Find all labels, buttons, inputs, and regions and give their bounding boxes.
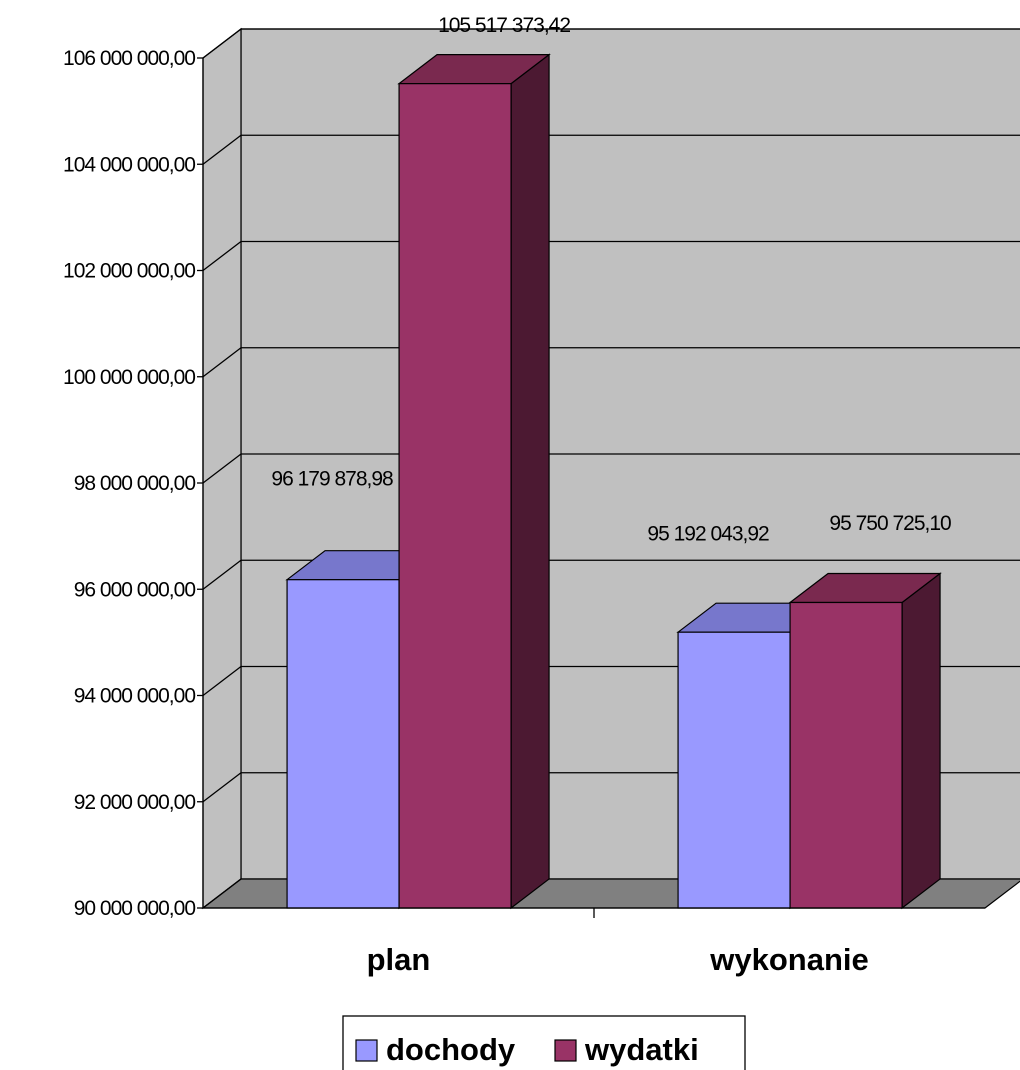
legend-swatch-wydatki <box>554 1039 577 1062</box>
gridline-side <box>202 28 242 59</box>
y-tick-label: 100 000 000,00 <box>63 366 195 389</box>
y-axis: 90 000 000,00 92 000 000,00 94 000 000,00 9… <box>63 47 204 920</box>
bar-front <box>286 579 400 909</box>
data-label-dochody-wykonanie: 95 192 043,92 <box>647 522 769 545</box>
legend-box <box>342 1015 746 1070</box>
legend-swatch-dochody <box>355 1039 378 1062</box>
bar-front <box>398 83 512 909</box>
gridline-side <box>202 453 242 484</box>
gridline-side <box>202 665 242 697</box>
bar-wydatki-wykonanie <box>788 572 942 910</box>
bar-side <box>510 53 550 910</box>
x-axis: plan wykonanie <box>203 907 985 977</box>
x-tick-label: plan <box>367 942 431 977</box>
gridline-side <box>202 347 242 378</box>
data-labels: 96 179 878,98 105 517 373,42 95 192 043,92… <box>271 14 952 545</box>
y-tick-label: 104 000 000,00 <box>63 153 195 176</box>
data-label-wydatki-plan: 105 517 373,42 <box>438 14 570 37</box>
y-tick-label: 94 000 000,00 <box>74 685 196 708</box>
legend-label-dochody: dochody <box>386 1032 516 1067</box>
gridline-side <box>202 240 242 272</box>
bar-side <box>901 572 941 910</box>
bar-wydatki-plan <box>397 53 551 910</box>
y-tick-label: 92 000 000,00 <box>74 791 196 814</box>
bar-front <box>677 631 791 909</box>
legend-label-wydatki: wydatki <box>584 1032 699 1067</box>
x-tick-label: wykonanie <box>709 942 869 977</box>
bar-front <box>789 601 903 909</box>
gridline-side <box>202 134 242 165</box>
y-tick-label: 90 000 000,00 <box>74 897 196 920</box>
data-label-wydatki-wykonanie: 95 750 725,10 <box>829 512 951 535</box>
gridline-side <box>202 559 242 590</box>
bars <box>285 53 942 910</box>
y-tick-label: 102 000 000,00 <box>63 260 195 283</box>
legend: dochody wydatki <box>342 1015 746 1070</box>
gridline-side <box>202 878 242 909</box>
y-tick-label: 106 000 000,00 <box>63 47 195 70</box>
data-label-dochody-plan: 96 179 878,98 <box>271 468 393 491</box>
y-tick-label: 96 000 000,00 <box>74 578 196 601</box>
y-tick-label: 98 000 000,00 <box>74 472 196 495</box>
gridline-side <box>202 772 242 803</box>
